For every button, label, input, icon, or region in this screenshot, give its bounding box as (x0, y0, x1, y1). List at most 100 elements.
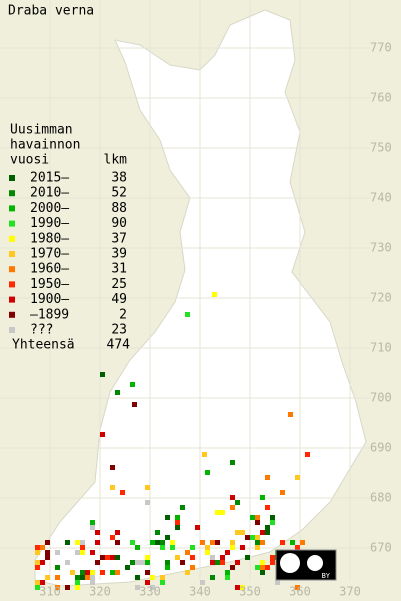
record-square (230, 505, 235, 510)
record-square (225, 570, 230, 575)
record-square (230, 545, 235, 550)
record-square (165, 515, 170, 520)
record-square (65, 585, 70, 590)
total-label: Yhteensä (12, 338, 75, 353)
record-square (80, 545, 85, 550)
record-square (260, 560, 265, 565)
record-square (40, 545, 45, 550)
legend-header: vuosi (10, 153, 49, 168)
legend-count: 23 (111, 323, 127, 338)
legend-swatch (9, 220, 15, 227)
record-square (180, 505, 185, 510)
record-square (70, 570, 75, 575)
record-square (115, 390, 120, 395)
record-square (80, 575, 85, 580)
record-square (45, 555, 50, 560)
record-square (90, 580, 95, 585)
record-square (160, 540, 165, 545)
grid (0, 0, 370, 580)
total-count: 474 (107, 338, 131, 353)
x-tick-label: 360 (289, 585, 311, 599)
record-square (220, 555, 225, 560)
legend-swatch (9, 190, 15, 197)
legend-count: 31 (111, 262, 127, 277)
record-square (95, 540, 100, 545)
record-square (210, 560, 215, 565)
record-square (160, 580, 165, 585)
record-square (202, 452, 207, 457)
record-square (215, 560, 220, 565)
record-square (100, 432, 105, 437)
legend-label: 1970– (30, 247, 69, 262)
legend-label: 1950– (30, 277, 69, 292)
record-square (265, 505, 270, 510)
legend-label: 1980– (30, 231, 69, 246)
record-square (120, 490, 125, 495)
record-square (130, 560, 135, 565)
record-square (190, 565, 195, 570)
record-square (80, 570, 85, 575)
record-square (220, 510, 225, 515)
record-square (255, 515, 260, 520)
record-square (280, 490, 285, 495)
record-square (235, 500, 240, 505)
record-square (95, 530, 100, 535)
record-square (270, 555, 275, 560)
legend-swatch (9, 281, 15, 288)
record-square (250, 515, 255, 520)
x-tick-label: 350 (239, 585, 261, 599)
record-square (288, 412, 293, 417)
record-square (145, 580, 150, 585)
license-badge: BY (275, 549, 337, 581)
record-square (90, 550, 95, 555)
record-square (125, 565, 130, 570)
record-square (65, 560, 70, 565)
record-square (245, 555, 250, 560)
legend-label: 1900– (30, 292, 69, 307)
record-square (155, 540, 160, 545)
record-square (105, 555, 110, 560)
legend: 2015– 38 2010– 52 2000– 88 1990– 90 1980– 37 1970–… (9, 171, 130, 353)
record-square (90, 525, 95, 530)
record-square (255, 545, 260, 550)
y-tick-label: 670 (370, 541, 392, 555)
record-square (295, 475, 300, 480)
record-square (150, 585, 155, 590)
y-tick-label: 770 (370, 41, 392, 55)
record-square (115, 540, 120, 545)
record-square (100, 372, 105, 377)
record-square (75, 575, 80, 580)
x-tick-label: 310 (39, 585, 61, 599)
x-tick-label: 370 (339, 585, 361, 599)
record-square (210, 540, 215, 545)
record-square (240, 530, 245, 535)
record-square (100, 570, 105, 575)
record-square (80, 550, 85, 555)
record-square (115, 570, 120, 575)
legend-swatch (9, 311, 15, 318)
legend-header: lkm (104, 153, 128, 168)
record-square (260, 565, 265, 570)
legend-count: 90 (111, 216, 127, 231)
record-square (175, 525, 180, 530)
legend-count: 49 (111, 292, 127, 307)
x-tick-label: 340 (189, 585, 211, 599)
record-square (200, 580, 205, 585)
record-square (300, 540, 305, 545)
record-square (115, 530, 120, 535)
record-square (40, 580, 45, 585)
record-square (65, 540, 70, 545)
record-square (135, 575, 140, 580)
record-square (110, 570, 115, 575)
record-square (55, 550, 60, 555)
record-square (75, 550, 80, 555)
record-square (110, 535, 115, 540)
record-square (275, 580, 280, 585)
y-tick-label: 750 (370, 141, 392, 155)
record-square (260, 530, 265, 535)
legend-label: 1960– (30, 262, 69, 277)
record-square (170, 545, 175, 550)
record-square (165, 535, 170, 540)
record-square (130, 540, 135, 545)
record-square (215, 540, 220, 545)
